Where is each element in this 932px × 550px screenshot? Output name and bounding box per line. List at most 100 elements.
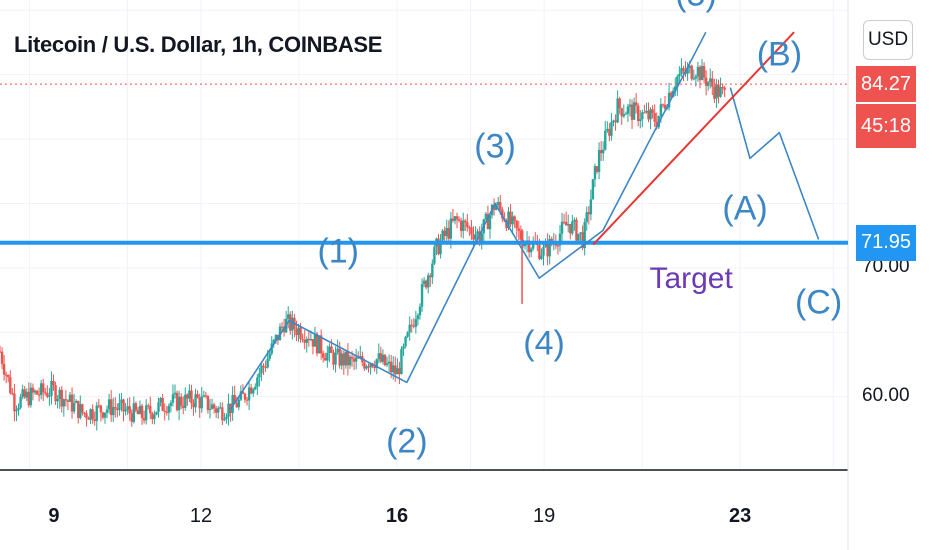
candle-body (169, 402, 173, 406)
candle-body (97, 405, 101, 407)
candle-body (136, 410, 140, 415)
candle-body (291, 317, 294, 331)
candle-body (412, 325, 416, 327)
candle-body (204, 395, 208, 397)
candle-body (254, 386, 257, 390)
candle-body (62, 399, 66, 407)
candle-body (449, 218, 453, 239)
candle-body (315, 333, 319, 354)
candle-body (686, 67, 689, 74)
candle-body (274, 334, 278, 340)
candle-body (130, 413, 133, 422)
candle-body (634, 102, 638, 106)
candle-body (420, 284, 424, 307)
candle-body (167, 405, 171, 413)
candle-body (188, 390, 191, 399)
candle-body (544, 242, 547, 248)
candle-body (610, 122, 613, 136)
chart-title: Litecoin / U.S. Dollar, 1h, COINBASE (14, 32, 383, 57)
candle-body (352, 358, 356, 362)
candle-body (182, 405, 185, 408)
candle-body (433, 246, 436, 264)
candle-body (398, 368, 401, 375)
candle-body (573, 219, 576, 222)
candle-body (593, 166, 597, 180)
candle-body (231, 395, 234, 414)
candle-body (608, 128, 611, 136)
candle-body (470, 227, 473, 235)
candle-body (122, 399, 125, 412)
candle-body (202, 395, 206, 397)
candle-body (29, 387, 33, 406)
elliott-wave-line (729, 87, 820, 240)
candle-body (99, 405, 103, 413)
candle-body (328, 346, 331, 353)
candle-body (548, 238, 551, 257)
candle-body (589, 199, 593, 215)
candle-body (542, 247, 545, 256)
candle-body (177, 396, 181, 411)
candle-body (268, 353, 271, 359)
candle-body (501, 209, 504, 219)
candle-body (546, 242, 549, 257)
candle-body (155, 411, 158, 415)
candle-body (258, 373, 261, 378)
candle-body (190, 390, 193, 404)
candle-body (70, 394, 74, 412)
candle-body (39, 383, 43, 395)
candle-body (109, 399, 113, 416)
candle-body (44, 392, 47, 394)
candle-body (558, 233, 562, 246)
candle-body (451, 218, 455, 221)
candle-body (297, 327, 300, 336)
candle-body (13, 393, 16, 412)
candle-body (383, 354, 387, 366)
candle-body (406, 332, 409, 337)
candle-body (692, 78, 695, 80)
candle-body (140, 405, 144, 419)
candle-body (439, 240, 442, 255)
candle-body (317, 335, 321, 354)
candle-body (340, 353, 343, 366)
candle-body (221, 407, 224, 421)
candle-body (674, 86, 677, 91)
candle-body (219, 407, 222, 409)
candle-body (637, 105, 640, 121)
candle-body (396, 368, 399, 375)
candle-body (35, 390, 39, 395)
candle-body (700, 66, 704, 81)
candle-body (68, 394, 72, 402)
candle-body (157, 402, 160, 412)
candle-body (441, 230, 444, 241)
y-tick-label: 70.00 (862, 255, 910, 277)
candle-body (37, 394, 41, 396)
candle-body (614, 120, 617, 123)
candle-body (437, 238, 440, 255)
candle-body (198, 397, 201, 409)
candle-body (151, 413, 154, 420)
candle-body (144, 405, 148, 421)
candle-body (299, 327, 302, 339)
candle-body (357, 357, 360, 359)
candle-body (719, 87, 722, 97)
candle-body (225, 416, 228, 420)
candle-body (60, 389, 63, 407)
candle-body (569, 224, 572, 234)
candle-body (676, 76, 679, 87)
candle-body (484, 213, 488, 220)
candle-body (641, 112, 644, 120)
candle-body (427, 275, 430, 288)
candle-body (661, 104, 665, 106)
candle-body (112, 407, 115, 416)
candle-body (54, 385, 57, 402)
candle-body (233, 395, 236, 403)
candle-body (72, 402, 76, 412)
currency-button[interactable]: USD (863, 20, 913, 60)
candle-body (373, 366, 376, 369)
candle-body (87, 418, 90, 420)
candle-body (237, 399, 241, 408)
candle-body (628, 104, 632, 107)
candle-body (560, 221, 564, 234)
candle-body (21, 389, 24, 397)
